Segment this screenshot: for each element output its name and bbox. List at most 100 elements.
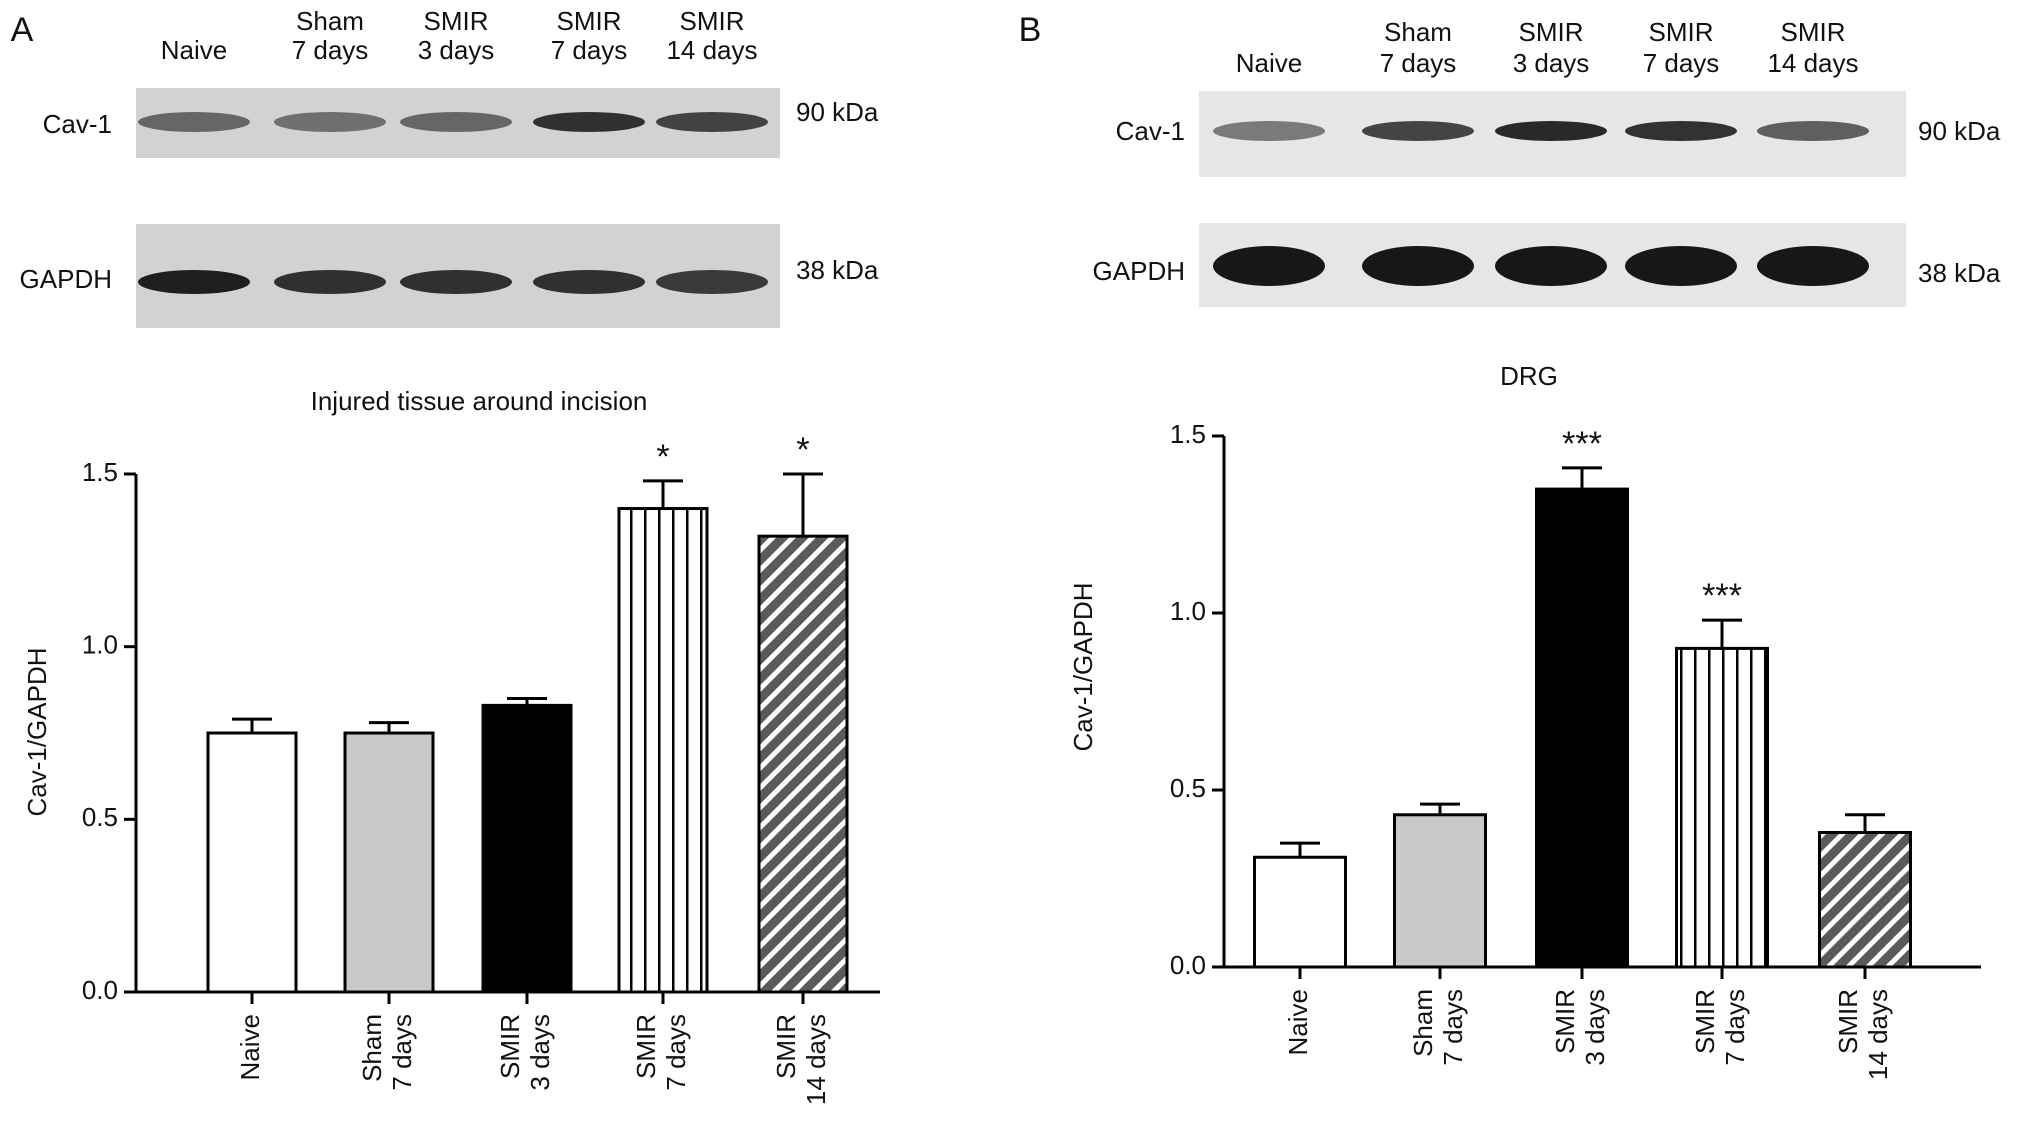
bar [343, 731, 435, 994]
lane-label: 7 days [1643, 48, 1720, 78]
x-tick-label: 7 days [661, 1014, 691, 1091]
lane-label: SMIR [1649, 17, 1714, 47]
blot-band [400, 270, 512, 294]
bar [1818, 830, 1912, 969]
lane-label: SMIR [1781, 17, 1846, 47]
lane-label: Naive [161, 35, 227, 65]
y-tick-label: 1.0 [82, 630, 118, 660]
chart-title: DRG [1500, 361, 1558, 391]
x-tick-label: Sham [1408, 989, 1438, 1057]
weight-label: 38 kDa [1918, 258, 2001, 288]
error-bar [232, 717, 272, 733]
blot-band [1213, 246, 1325, 286]
lane-label: SMIR [557, 6, 622, 36]
lane-label: 14 days [1767, 48, 1858, 78]
blot-band [1757, 121, 1869, 141]
y-axis-label: Cav-1/GAPDH [1068, 582, 1098, 751]
y-tick-label: 1.0 [1170, 596, 1206, 626]
error-bar [1702, 618, 1742, 649]
lane-label: Naive [1236, 48, 1302, 78]
x-tick-label: 3 days [525, 1014, 555, 1091]
blot-band [274, 112, 386, 132]
x-tick-label: SMIR [1550, 989, 1580, 1054]
bar [206, 731, 298, 994]
x-tick-label: Sham [357, 1014, 387, 1082]
x-tick-label: Naive [1283, 989, 1313, 1055]
error-bar [783, 472, 823, 537]
x-tick-label: 7 days [387, 1014, 417, 1091]
blot-band [533, 270, 645, 294]
blot-band [1495, 121, 1607, 141]
lane-label: SMIR [424, 6, 489, 36]
error-bar [1845, 813, 1885, 833]
lane-label: Sham [296, 6, 364, 36]
x-tick-label: SMIR [771, 1014, 801, 1079]
protein-label: Cav-1 [43, 109, 112, 139]
lane-label: 3 days [1513, 48, 1590, 78]
blot-band [533, 112, 645, 132]
protein-label: Cav-1 [1116, 116, 1185, 146]
x-tick-label: 7 days [1438, 989, 1468, 1066]
x-tick-label: 7 days [1720, 989, 1750, 1066]
x-tick-label: SMIR [495, 1014, 525, 1079]
error-bar [369, 721, 409, 733]
bar [1675, 646, 1769, 969]
y-tick-label: 0.0 [1170, 950, 1206, 980]
panel-label: B [1019, 11, 1042, 49]
chart-title: Injured tissue around incision [311, 386, 648, 416]
x-tick-label: SMIR [1833, 989, 1863, 1054]
y-tick-label: 1.5 [1170, 419, 1206, 449]
weight-label: 38 kDa [796, 255, 879, 285]
blot-band [656, 112, 768, 132]
error-bar [1280, 841, 1320, 858]
y-tick-label: 0.0 [82, 975, 118, 1005]
blot-band [656, 270, 768, 294]
y-tick-label: 0.5 [82, 802, 118, 832]
blot-band [1213, 121, 1325, 141]
blot-band [1625, 121, 1737, 141]
blot-band [138, 112, 250, 132]
lane-label: 14 days [666, 35, 757, 65]
protein-label: GAPDH [20, 264, 112, 294]
lane-label: 7 days [292, 35, 369, 65]
weight-label: 90 kDa [796, 97, 879, 127]
x-tick-label: SMIR [1690, 989, 1720, 1054]
error-bar [1420, 802, 1460, 815]
significance-marker: *** [1562, 425, 1602, 463]
lane-label: Sham [1384, 17, 1452, 47]
bar [1393, 813, 1487, 969]
blot-band [1362, 121, 1474, 141]
x-tick-label: SMIR [631, 1014, 661, 1079]
weight-label: 90 kDa [1918, 116, 2001, 146]
lane-label: 3 days [418, 35, 495, 65]
y-axis-label: Cav-1/GAPDH [22, 647, 52, 816]
y-tick-label: 1.5 [82, 457, 118, 487]
lane-label: SMIR [680, 6, 745, 36]
blot-band [1757, 246, 1869, 286]
significance-marker: * [796, 431, 809, 469]
blot-band [1625, 246, 1737, 286]
blot-band [1362, 246, 1474, 286]
y-tick-label: 0.5 [1170, 773, 1206, 803]
panel-label: A [11, 11, 34, 49]
x-tick-label: 14 days [1863, 989, 1893, 1080]
lane-label: 7 days [1380, 48, 1457, 78]
bar [1535, 487, 1629, 969]
x-tick-label: 14 days [801, 1014, 831, 1105]
blot-band [138, 270, 250, 294]
blot-band [400, 112, 512, 132]
error-bar [643, 479, 683, 509]
bar [481, 703, 573, 994]
bar [1253, 855, 1347, 969]
bar [617, 507, 709, 994]
bar [757, 534, 849, 994]
lane-label: 7 days [551, 35, 628, 65]
significance-marker: *** [1702, 577, 1742, 615]
x-tick-label: 3 days [1580, 989, 1610, 1066]
protein-label: GAPDH [1093, 256, 1185, 286]
blot-band [274, 270, 386, 294]
blot-band [1495, 246, 1607, 286]
x-tick-label: Naive [235, 1014, 265, 1080]
significance-marker: * [656, 438, 669, 476]
